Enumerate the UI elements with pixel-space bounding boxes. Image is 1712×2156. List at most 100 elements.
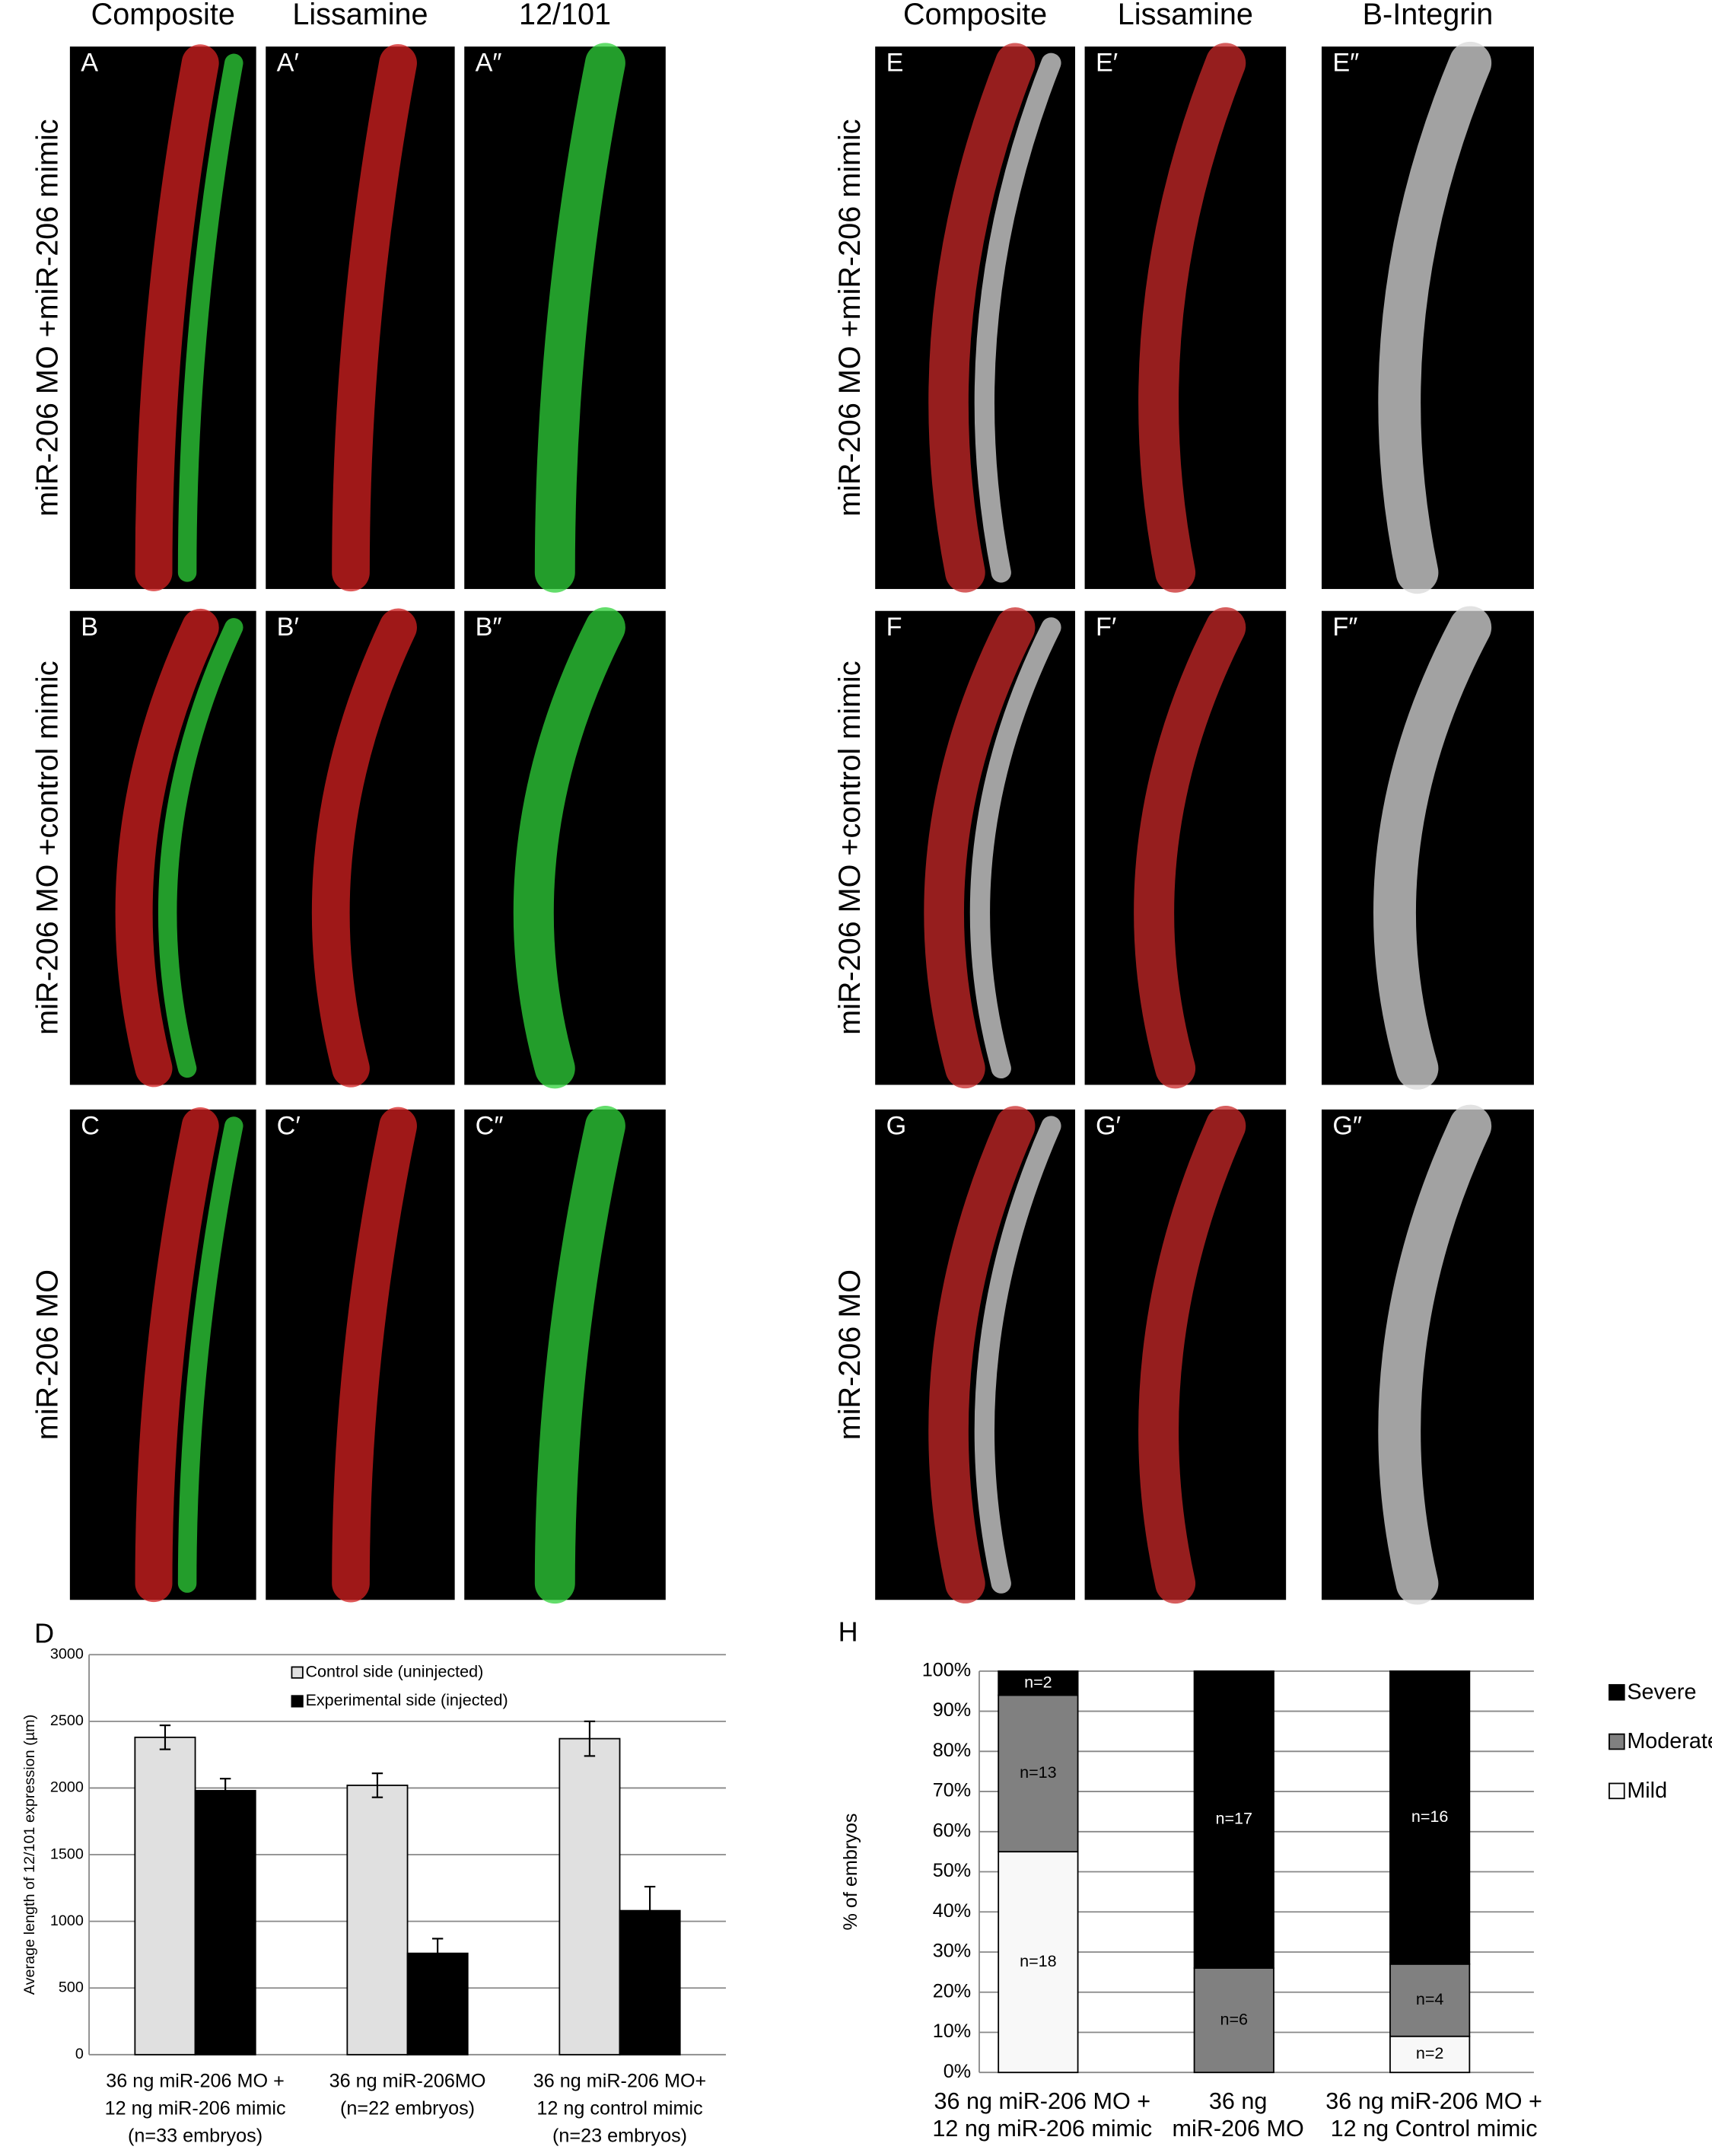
legend-label: Experimental side (injected) — [305, 1690, 508, 1709]
x-tick-label: (n=33 embryos) — [128, 2125, 263, 2146]
tissue — [1373, 606, 1492, 1090]
tissue — [513, 607, 625, 1089]
legend-label: Severe — [1627, 1680, 1696, 1704]
value-label: n=13 — [1020, 1763, 1057, 1782]
y-tick-label: 70% — [933, 1780, 971, 1801]
y-tick-label: 30% — [933, 1941, 971, 1962]
bar-segment — [1389, 2035, 1471, 2074]
y-axis-label: % of embryos — [840, 1814, 861, 1931]
legend-swatch — [1609, 1782, 1625, 1800]
y-tick-label: 50% — [933, 1860, 971, 1881]
tissue — [1134, 607, 1246, 1089]
value-label: n=2 — [1024, 1672, 1052, 1691]
legend-label: Control side (uninjected) — [305, 1661, 483, 1680]
bar-segment — [998, 1694, 1079, 1853]
panel-letter: G′ — [1096, 1111, 1121, 1140]
panel-letter: F — [886, 613, 902, 642]
error-bar — [371, 1772, 383, 1798]
bar-segment — [1193, 1670, 1274, 1969]
y-tick-label: 1500 — [50, 1845, 84, 1862]
tissue — [332, 43, 417, 592]
row-label: miR-206 MO +control mimic — [833, 661, 867, 1035]
tissue — [1138, 43, 1246, 593]
row-label: miR-206 MO — [833, 1269, 867, 1440]
panel-letter: C — [81, 1111, 100, 1140]
y-tick-label: 40% — [933, 1900, 971, 1922]
bar-segment — [1193, 1967, 1274, 2074]
value-label: n=2 — [1416, 2043, 1444, 2062]
error-bar — [644, 1885, 656, 1936]
column-header: Composite — [91, 0, 235, 31]
tissue — [177, 1116, 243, 1593]
y-tick-label: 3000 — [50, 1645, 84, 1662]
y-tick-label: 0% — [944, 2061, 971, 2082]
panel-letter: E″ — [1332, 49, 1359, 78]
value-label: n=4 — [1416, 1989, 1444, 2008]
bar — [134, 1736, 196, 2056]
panel-letter: G — [886, 1111, 907, 1140]
bar — [346, 1785, 409, 2056]
x-tick-label: 36 ng — [1209, 2088, 1268, 2114]
legend-label: Moderate — [1627, 1729, 1712, 1753]
tissue — [311, 608, 417, 1088]
x-tick-label: 36 ng miR-206MO — [329, 2070, 486, 2091]
tissue — [534, 1106, 625, 1604]
y-tick-label: 500 — [59, 1979, 84, 1995]
bar-segment — [1389, 1670, 1471, 1965]
y-tick-label: 80% — [933, 1740, 971, 1761]
bar-segment — [998, 1851, 1079, 2074]
bar — [406, 1952, 469, 2056]
value-label: n=18 — [1020, 1951, 1057, 1970]
column-header: Lissamine — [1118, 0, 1253, 31]
tissue — [332, 1107, 417, 1603]
tissue — [928, 43, 1036, 593]
row-label: miR-206 MO +control mimic — [30, 661, 64, 1035]
panel-letter: E′ — [1096, 49, 1118, 78]
x-tick-label: 12 ng miR-206 mimic — [105, 2097, 286, 2119]
y-axis-label: Average length of 12/101 expression (µm) — [21, 1715, 38, 1995]
y-tick-label: 10% — [933, 2021, 971, 2042]
bar — [194, 1790, 256, 2056]
panel-letter: A′ — [277, 49, 299, 78]
x-tick-label: 12 ng control mimic — [536, 2097, 702, 2119]
y-tick-label: 90% — [933, 1699, 971, 1721]
tissue — [177, 53, 243, 582]
column-header: 12/101 — [519, 0, 611, 31]
value-label: n=17 — [1215, 1809, 1252, 1828]
chart-label: H — [838, 1616, 858, 1648]
tissue — [924, 607, 1036, 1089]
x-tick-label: 12 ng Control mimic — [1331, 2116, 1538, 2142]
column-header: B-Integrin — [1363, 0, 1494, 31]
row-label: miR-206 MO — [30, 1269, 64, 1440]
panel-letter: B′ — [277, 613, 299, 642]
x-tick-label: miR-206 MO — [1173, 2116, 1304, 2142]
tissue — [1138, 1106, 1246, 1604]
x-tick-label: 36 ng miR-206 MO + — [1325, 2088, 1542, 2114]
legend-swatch — [1609, 1733, 1625, 1750]
tissue — [135, 1107, 219, 1603]
panel-letter: A″ — [476, 49, 502, 78]
error-bar — [431, 1938, 444, 1970]
panel-letter: F′ — [1096, 613, 1116, 642]
row-label: miR-206 MO +miR-206 mimic — [833, 119, 867, 516]
panel-letter: E — [886, 49, 904, 78]
chart-label: D — [34, 1618, 54, 1649]
panel-letter: B — [81, 613, 98, 642]
y-tick-label: 2000 — [50, 1779, 84, 1796]
y-tick-label: 20% — [933, 1980, 971, 2002]
tissue — [974, 1116, 1061, 1594]
tissue — [135, 44, 219, 591]
y-tick-label: 2500 — [50, 1712, 84, 1729]
legend-swatch — [291, 1666, 304, 1679]
error-bar — [159, 1724, 171, 1750]
y-tick-label: 0 — [75, 2046, 84, 2062]
column-header: Lissamine — [292, 0, 428, 31]
column-header: Composite — [903, 0, 1047, 31]
error-bar — [584, 1720, 596, 1757]
panel-letter: B″ — [476, 613, 502, 642]
tissue — [974, 53, 1061, 583]
x-tick-label: 36 ng miR-206 MO+ — [533, 2070, 707, 2091]
value-label: n=6 — [1220, 2009, 1248, 2028]
panel-letter: C″ — [476, 1111, 504, 1140]
